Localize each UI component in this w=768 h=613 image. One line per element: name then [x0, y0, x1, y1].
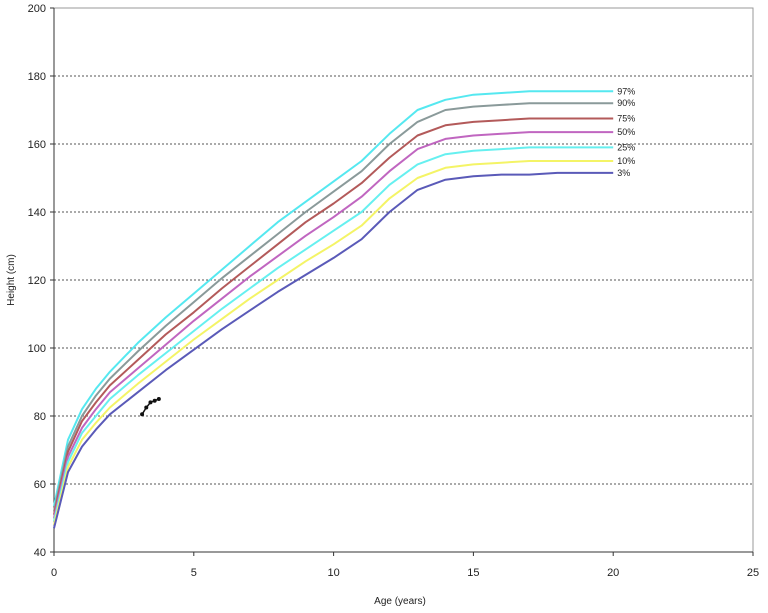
patient-point-2 — [148, 400, 153, 405]
axes: 40 60 80 100 120 140 160 180 200 0 5 10 15 20 25 — [28, 3, 759, 579]
y-tick-label-140: 140 — [28, 207, 46, 219]
y-tick-label-200: 200 — [28, 3, 46, 15]
y-tick-label-120: 120 — [28, 275, 46, 287]
label-90pct: 90% — [617, 98, 635, 108]
y-tick-label-160: 160 — [28, 139, 46, 151]
curve-50pct — [53, 131, 614, 519]
patient-point-1 — [144, 405, 149, 410]
patient-measurements — [140, 397, 161, 417]
label-50pct: 50% — [617, 127, 635, 137]
curve-10pct — [53, 160, 614, 526]
label-25pct: 25% — [617, 142, 635, 152]
curve-75pct — [53, 117, 614, 515]
y-tick-label-40: 40 — [34, 547, 46, 559]
label-10pct: 10% — [617, 156, 635, 166]
label-75pct: 75% — [617, 114, 635, 124]
patient-point-4 — [156, 397, 161, 401]
y-tick-label-100: 100 — [28, 343, 46, 355]
x-tick-label-25: 25 — [747, 567, 759, 579]
percentile-curves — [53, 90, 614, 529]
label-97pct: 97% — [617, 86, 635, 96]
x-tick-label-10: 10 — [327, 567, 339, 579]
curve-97pct — [53, 90, 614, 507]
patient-point-3 — [152, 398, 157, 403]
label-3pct: 3% — [617, 168, 630, 178]
curve-3pct — [53, 171, 614, 529]
y-tick-label-60: 60 — [34, 479, 46, 491]
x-axis-title: Age (years) — [374, 596, 426, 607]
y-tick-label-180: 180 — [28, 71, 46, 83]
x-tick-label-20: 20 — [607, 567, 619, 579]
x-tick-label-15: 15 — [467, 567, 479, 579]
x-tick-label-0: 0 — [51, 567, 57, 579]
curve-25pct — [53, 146, 614, 522]
patient-point-0 — [140, 412, 145, 417]
y-axis-title: Height (cm) — [6, 254, 17, 306]
x-tick-label-5: 5 — [191, 567, 197, 579]
y-tick-label-80: 80 — [34, 411, 46, 423]
curve-90pct — [53, 102, 614, 512]
percentile-labels: 97% 90% 75% 50% 25% 10% 3% — [617, 86, 635, 178]
